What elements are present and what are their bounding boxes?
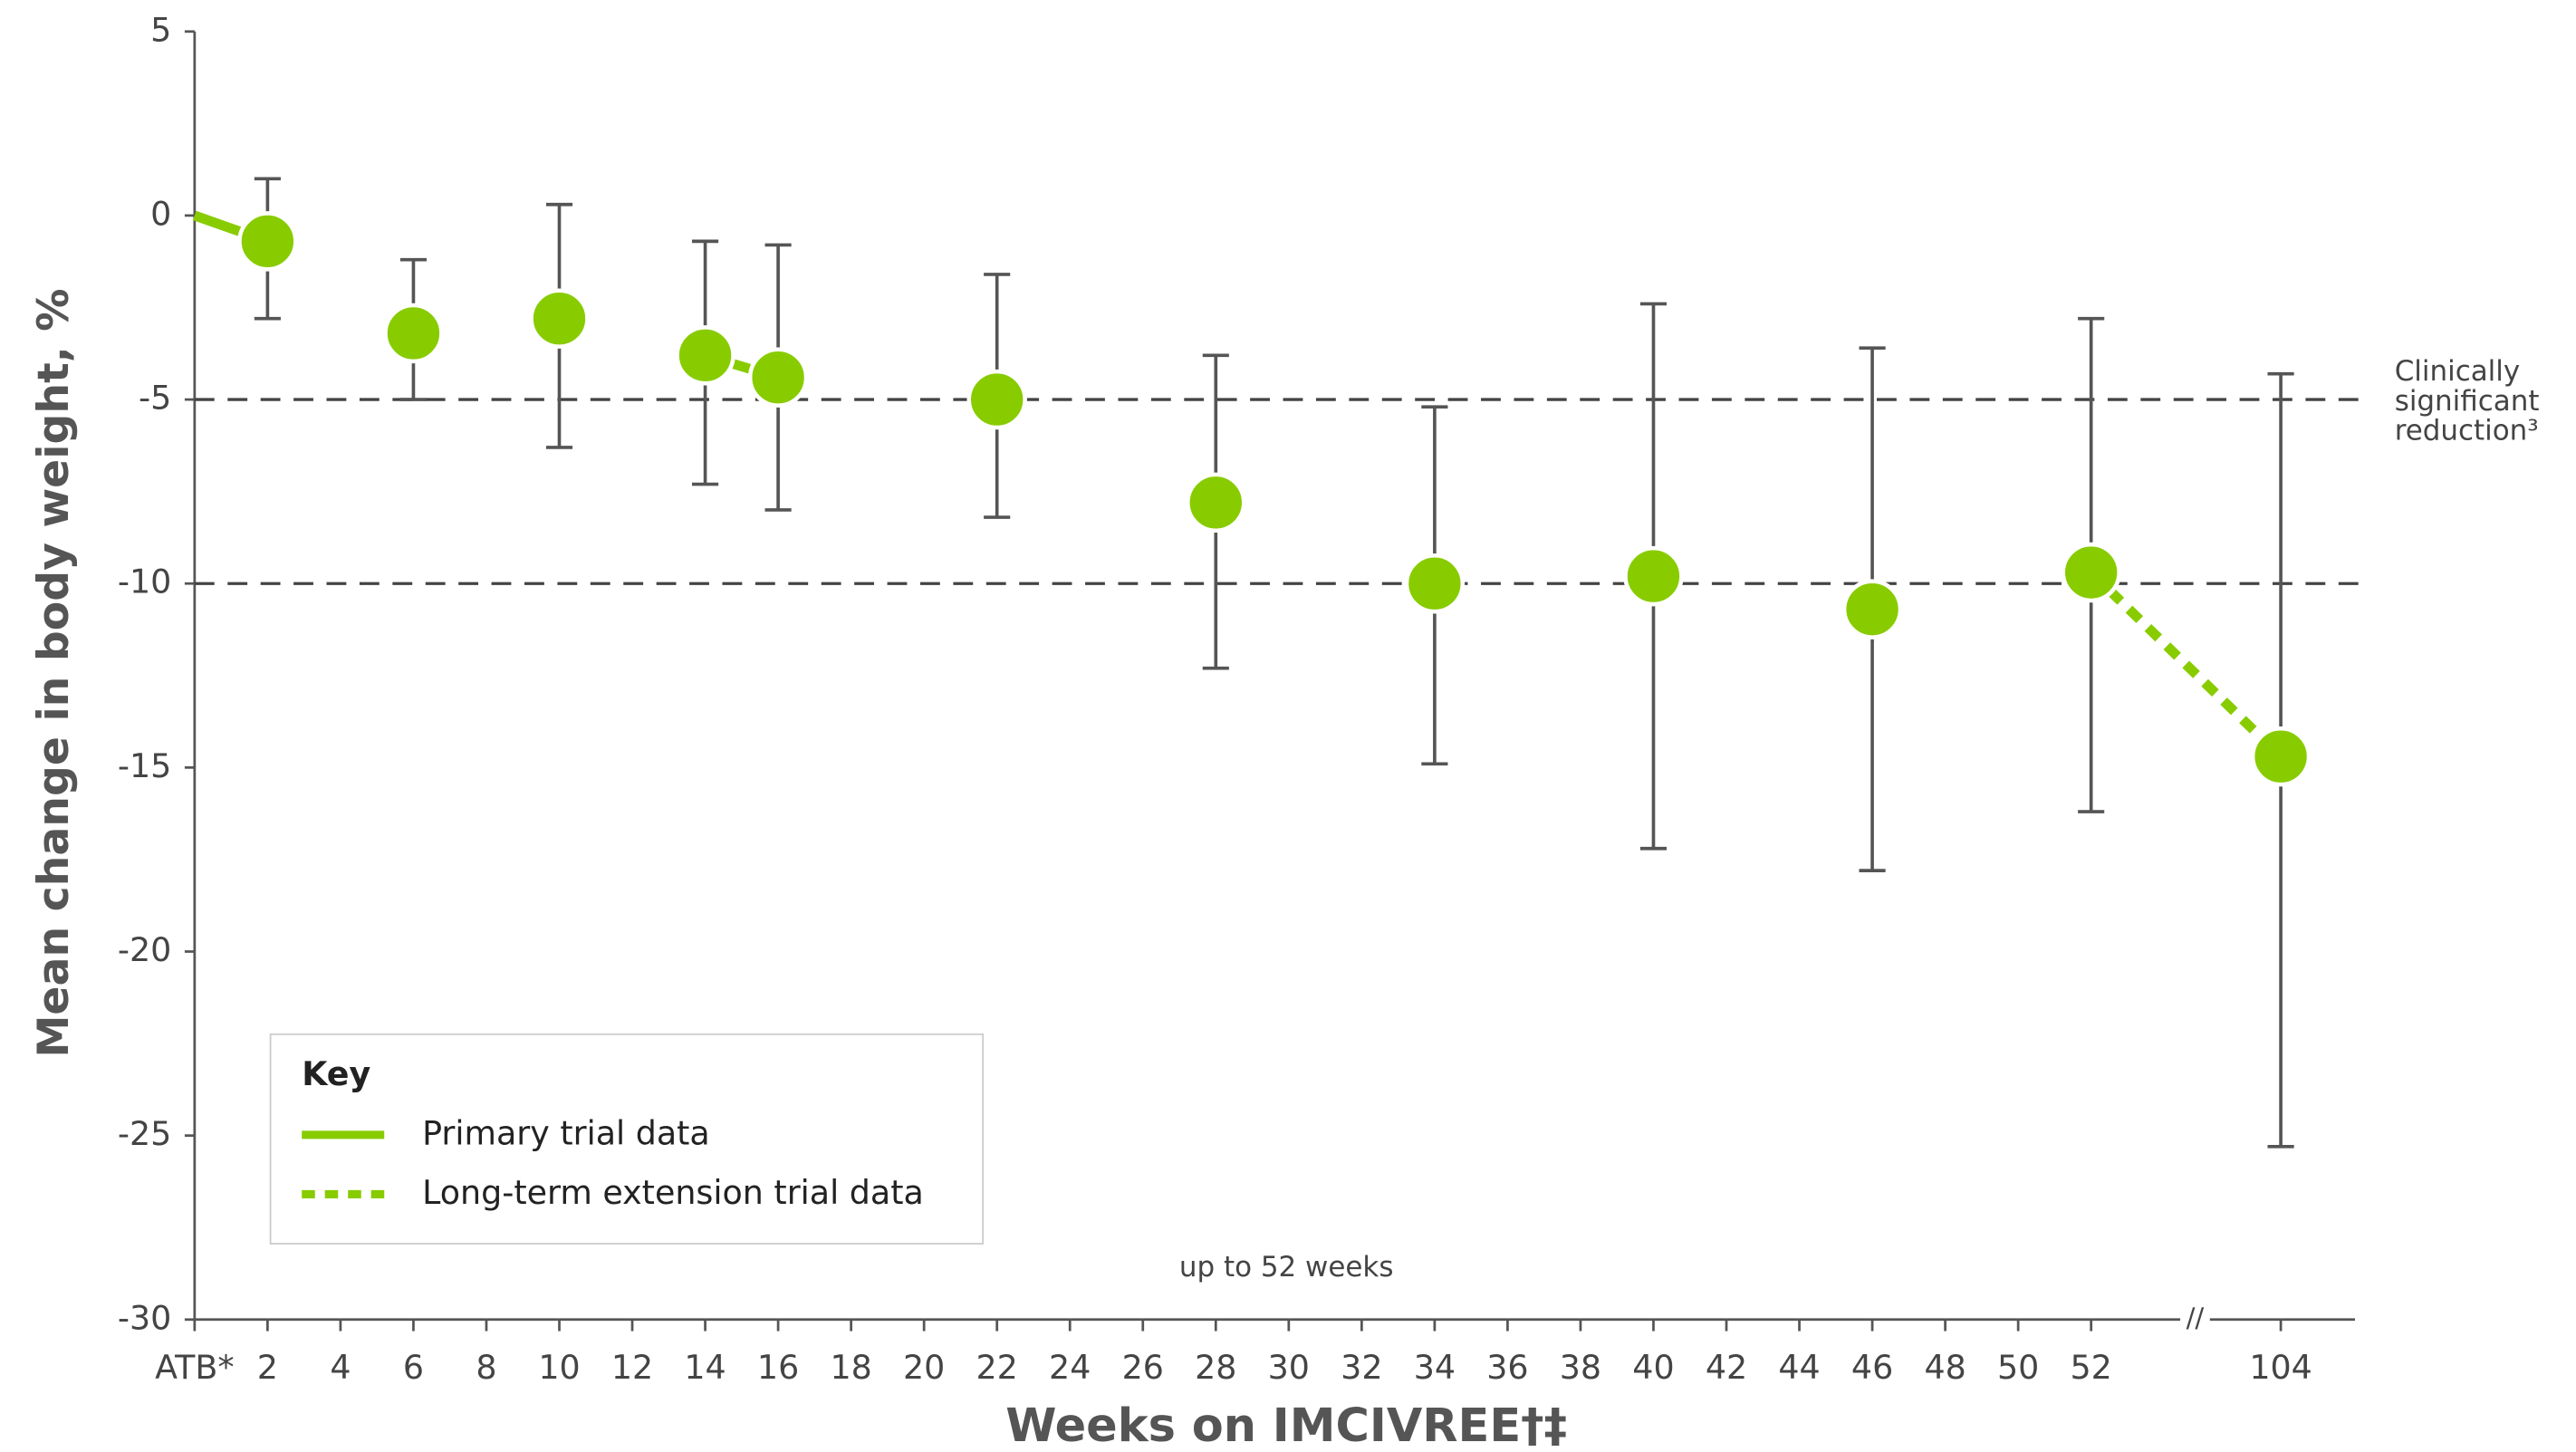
reference-label: reduction³ [2395, 415, 2539, 447]
y-tick-label: -20 [118, 930, 171, 969]
x-tick-label: 16 [757, 1348, 799, 1387]
y-tick-label: -10 [118, 563, 171, 601]
x-tick-label: 22 [976, 1348, 1018, 1387]
marker [2250, 726, 2312, 787]
marker [383, 303, 444, 364]
x-axis-title: Weeks on IMCIVREE†‡ [1005, 1399, 1567, 1448]
x-tick-label: 6 [403, 1348, 424, 1387]
legend-box [269, 1033, 985, 1245]
marker [529, 288, 590, 349]
marker [1186, 472, 1246, 534]
note: up to 52 weeks [1179, 1251, 1394, 1284]
marker [747, 347, 809, 408]
x-tick-label: 8 [476, 1348, 496, 1387]
x-tick-label: 24 [1049, 1348, 1091, 1387]
marker [1404, 553, 1466, 614]
y-tick-label: -25 [118, 1114, 171, 1153]
marker [2061, 542, 2121, 603]
x-tick-label: 20 [903, 1348, 945, 1387]
x-tick-label: 28 [1195, 1348, 1236, 1387]
x-tick-label: 30 [1268, 1348, 1310, 1387]
marker [237, 211, 298, 272]
x-tick-label: 32 [1341, 1348, 1382, 1387]
marker [1623, 545, 1684, 607]
x-tick-label: 14 [684, 1348, 726, 1387]
x-tick-label: 10 [538, 1348, 580, 1387]
reference-label: Clinically [2395, 355, 2520, 388]
x-tick-label: 52 [2071, 1348, 2112, 1387]
reference-label: significant [2395, 385, 2540, 418]
x-tick-label: 26 [1122, 1348, 1164, 1387]
x-tick-label: 48 [1924, 1348, 1966, 1387]
x-tick-label: 4 [330, 1348, 351, 1387]
x-tick-label: 38 [1560, 1348, 1601, 1387]
y-tick-label: 5 [150, 10, 171, 49]
y-tick-label: 0 [150, 194, 171, 233]
x-tick-label: 40 [1632, 1348, 1674, 1387]
legend-label: Primary trial data [422, 1113, 710, 1152]
x-tick-label: 34 [1414, 1348, 1456, 1387]
x-tick-label: 44 [1778, 1348, 1820, 1387]
y-tick-label: -30 [118, 1298, 171, 1337]
x-tick-label: 2 [257, 1348, 278, 1387]
y-axis-title: Mean change in body weight, % [29, 288, 79, 1057]
y-tick-label: -5 [139, 379, 171, 418]
marker [675, 325, 735, 386]
x-tick-label: 42 [1706, 1348, 1747, 1387]
x-tick-label: 18 [830, 1348, 871, 1387]
x-tick-label: ATB* [155, 1348, 235, 1387]
legend-title: Key [302, 1054, 370, 1093]
legend-label: Long-term extension trial data [422, 1173, 924, 1212]
x-tick-label: 36 [1486, 1348, 1528, 1387]
marker [966, 369, 1027, 430]
series-line [2087, 569, 2284, 761]
axis-break: // [2187, 1303, 2205, 1333]
x-tick-label: 12 [611, 1348, 653, 1387]
marker [1841, 579, 1903, 639]
x-tick-label: 46 [1851, 1348, 1893, 1387]
x-tick-label: 50 [1997, 1348, 2039, 1387]
x-tick-label: 104 [2249, 1348, 2312, 1387]
y-tick-label: -15 [118, 746, 171, 785]
series-line [195, 216, 2091, 572]
